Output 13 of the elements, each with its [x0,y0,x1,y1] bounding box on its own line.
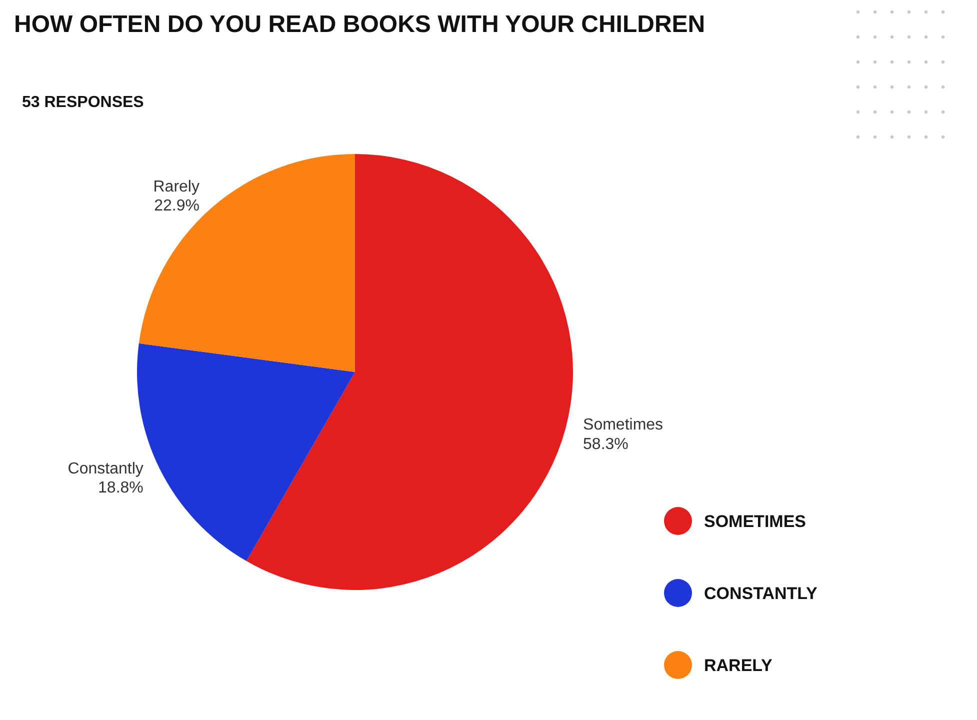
legend-label: CONSTANTLY [704,584,818,603]
pie-slice [246,154,573,590]
data-label: 22.9% [154,197,200,214]
chart-title: HOW OFTEN DO YOU READ BOOKS WITH YOUR CHILDREN [14,11,706,38]
data-label: 58.3% [583,436,628,453]
chart-subtitle: 53 RESPONSES [22,94,144,111]
text: Sometimes [583,416,664,434]
text: Rarely [153,178,200,196]
text: Constantly [68,460,144,478]
legend-label: RARELY [704,656,773,675]
pie-slice [138,154,355,372]
legend-label: SOMETIMES [704,512,806,531]
data-label: 18.8% [98,479,144,496]
